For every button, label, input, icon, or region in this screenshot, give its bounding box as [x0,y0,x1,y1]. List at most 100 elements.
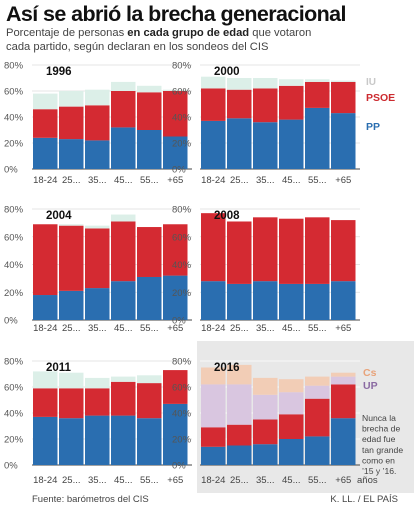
panel-2011-bar-pp-18-24 [33,416,58,465]
panel-2004-bar-iu-45-54 [111,214,136,222]
panel-2016-bar-psoe-35-44 [253,419,278,445]
panel-2004-x-tick-label: +65 [167,323,183,334]
annotation-line: Nunca la [362,413,396,423]
panel-2000-bar-iu-45-54 [279,79,304,86]
panel-2008-bar-pp-+65 [331,281,356,320]
panel-2004-bar-pp-+65 [163,275,188,320]
panel-2008-x-tick-label: 45... [282,323,301,334]
panel-2016-x-tick-label: 25... [230,475,249,486]
panel-2008-y-tick-label: 40% [172,260,192,271]
panel-2011-year-label: 2011 [46,362,72,374]
panel-2000-bar-iu-35-44 [253,78,278,89]
panel-2011-bar-iu-25-34 [59,372,84,389]
panel-1996-x-tick-label: 35... [88,175,107,186]
legend-cs: Cs [363,367,377,379]
panel-2000-bar-psoe-35-44 [253,88,278,123]
annotation-line: brecha de [362,424,400,434]
panel-2011-bar-iu-35-44 [85,377,110,389]
panel-2004-bar-pp-45-54 [111,281,136,320]
subtitle-pre: Porcentaje de personas [6,27,128,39]
panel-2000-bar-pp-+65 [331,113,356,169]
panel-2008-y-tick-label: 20% [172,288,192,299]
panel-2004-bar-psoe-25-34 [59,225,84,291]
panel-2000-bar-psoe-45-54 [279,85,304,120]
panel-2004-bar-psoe-55-64 [137,227,162,277]
panel-2004-y-tick-label: 20% [4,288,24,299]
annotation-line: ’15 y ’16. [362,466,396,476]
panel-2000-bar-pp-35-44 [253,122,278,169]
panel-2000-bar-iu-55-64 [305,79,330,82]
panel-2000-x-tick-label: 45... [282,175,301,186]
panel-1996-x-tick-label: 55... [140,175,159,186]
panel-2004-bar-pp-55-64 [137,276,162,320]
panel-2016-bar-pp-55-64 [305,436,330,465]
panel-2004-bar-pp-35-44 [85,288,110,320]
panel-2016-bar-cs-+65 [331,372,356,377]
legend-up: UP [363,380,378,392]
subtitle: Porcentaje de personas en cada grupo de … [6,27,336,54]
panel-2016-bar-psoe-+65 [331,384,356,419]
panel-1996-x-tick-label: 45... [114,175,133,186]
panel-2008-bar-pp-45-54 [279,283,304,320]
panel-2000-bar-psoe-+65 [331,81,356,114]
panel-1996-bar-psoe-45-54 [111,91,136,128]
panel-2016-y-tick-label: 40% [172,409,192,420]
panel-2008-bar-psoe-18-24 [201,213,226,282]
panel-2016-bar-pp-+65 [331,418,356,465]
panel-2004-x-tick-label: 18-24 [33,323,57,334]
legend-psoe: PSOE [366,92,395,104]
panel-2008-y-tick-label: 0% [172,316,186,327]
panel-2000-bar-iu-25-34 [227,78,252,90]
panel-2000-bar-pp-25-34 [227,118,252,169]
panel-2000-y-tick-label: 20% [172,139,192,150]
panel-2000-year-label: 2000 [214,66,240,78]
subtitle-post: que votaron cada partido, según declaran… [6,27,312,53]
panel-2008-bar-psoe-55-64 [305,217,330,284]
panel-2004-year-label: 2004 [46,210,72,222]
panel-2011-y-tick-label: 0% [4,461,18,472]
panel-1996-bar-iu-+65 [163,89,188,91]
panel-1996-y-tick-label: 40% [4,113,24,124]
panel-2004-y-tick-label: 80% [4,205,24,216]
panel-2011-bar-psoe-55-64 [137,383,162,419]
panel-2016-bar-psoe-45-54 [279,414,304,439]
panel-2011-bar-iu-45-54 [111,376,136,382]
panel-2016-bar-pp-18-24 [201,446,226,465]
panel-2000-x-tick-label: +65 [335,175,351,186]
panel-2016-bar-psoe-18-24 [201,427,226,447]
x-tick-suffix: años [357,475,378,486]
panel-2000-bar-iu-18-24 [201,76,226,89]
panel-2008-y-tick-label: 80% [172,205,192,216]
panel-2004-x-tick-label: 55... [140,323,159,334]
panel-2008-bar-pp-35-44 [253,281,278,320]
panel-1996-bar-iu-55-64 [137,85,162,93]
panel-2016-bar-cs-18-24 [201,367,226,385]
panel-2008-x-tick-label: 18-24 [201,323,225,334]
panel-2004-bar-psoe-+65 [163,224,188,276]
panel-1996-y-tick-label: 60% [4,87,24,98]
panel-2004-x-tick-label: 45... [114,323,133,334]
panel-2011-x-tick-label: 45... [114,475,133,486]
panel-2016-bar-pp-35-44 [253,444,278,465]
panel-2008-x-tick-label: 25... [230,323,249,334]
panel-2004-x-tick-label: 25... [62,323,81,334]
panel-2016-year-label: 2016 [214,362,240,374]
panel-2000-bar-psoe-18-24 [201,88,226,121]
panel-2008-year-label: 2008 [214,210,240,222]
panel-2011-x-tick-label: 18-24 [33,475,57,486]
panel-2016-y-tick-label: 60% [172,383,192,394]
panel-2016-bar-pp-25-34 [227,445,252,465]
panel-2011-x-tick-label: 35... [88,475,107,486]
panel-2008-x-tick-label: 55... [308,323,327,334]
subtitle-bold: en cada grupo de edad [127,27,250,39]
panel-2016-bar-cs-55-64 [305,376,330,386]
panel-2004-bar-psoe-35-44 [85,228,110,289]
panel-2008-bar-psoe-45-54 [279,218,304,284]
credit-note: K. LL. / EL PAÍS [330,494,398,505]
panel-1996-year-label: 1996 [46,66,72,78]
panel-1996-bar-pp-45-54 [111,127,136,169]
panel-2004-bar-psoe-45-54 [111,221,136,282]
panel-1996-bar-iu-35-44 [85,89,110,106]
annotation-line: edad fue [362,434,396,444]
panel-2011-bar-iu-55-64 [137,375,162,384]
